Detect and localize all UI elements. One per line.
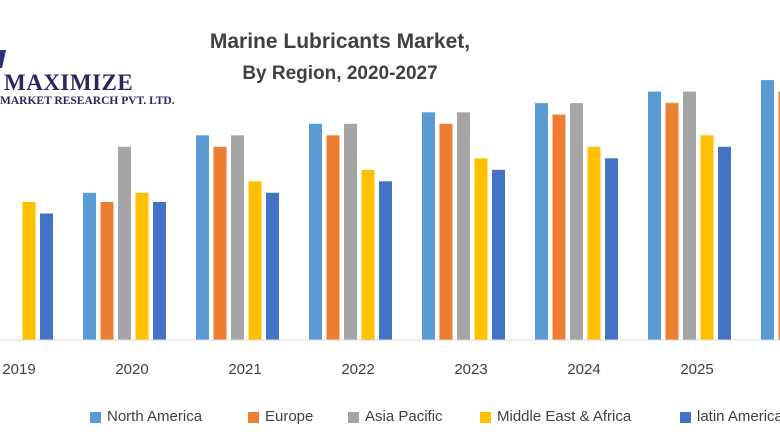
bar-asia-pacific-2025	[683, 91, 696, 340]
bar-asia-pacific-2023	[457, 112, 470, 340]
bar-asia-pacific-2021	[231, 135, 244, 340]
legend-label: North America	[107, 408, 203, 425]
logo-mark-shape	[0, 50, 6, 68]
logo-name: MAXIMIZE	[4, 70, 134, 95]
bar-north-america-2026	[761, 80, 774, 340]
bar-europe-2023	[439, 123, 453, 340]
x-tick-label: 2025	[680, 361, 713, 378]
bar-asia-pacific-2022	[344, 123, 357, 340]
legend-label: Europe	[265, 408, 314, 425]
bar-europe-2022	[326, 135, 340, 340]
bar-latin-america-2025	[718, 146, 731, 340]
bar-europe-2025	[665, 103, 679, 340]
x-tick-label: 2020	[115, 361, 148, 378]
x-tick-label: 2023	[454, 361, 487, 378]
bar-middle-east-africa-2024	[587, 146, 601, 340]
logo-subtitle: MARKET RESEARCH PVT. LTD.	[0, 95, 175, 107]
legend-label: Middle East & Africa	[497, 408, 632, 425]
bars-group	[22, 80, 780, 340]
legend-label: latin America	[697, 408, 780, 425]
legend-swatch	[480, 412, 491, 423]
bar-middle-east-africa-2019	[22, 202, 36, 340]
bar-latin-america-2023	[492, 169, 505, 340]
bar-north-america-2023	[422, 112, 435, 340]
bar-north-america-2021	[196, 135, 209, 340]
bar-latin-america-2021	[266, 192, 279, 340]
x-tick-label: 2021	[228, 361, 261, 378]
chart-subtitle: By Region, 2020-2027	[242, 63, 438, 84]
bar-asia-pacific-2024	[570, 103, 583, 340]
bar-latin-america-2024	[605, 158, 618, 340]
bar-asia-pacific-2020	[118, 146, 131, 340]
bar-north-america-2022	[309, 123, 322, 340]
bar-europe-2024	[552, 114, 566, 340]
bar-middle-east-africa-2021	[248, 181, 262, 340]
legend-swatch	[90, 412, 101, 423]
x-tick-label: 2022	[341, 361, 374, 378]
x-tick-label: 2024	[567, 361, 600, 378]
bar-north-america-2024	[535, 103, 548, 340]
x-axis-ticks: 20192020202120222023202420252026	[2, 361, 713, 378]
bar-europe-2021	[213, 146, 227, 340]
legend-swatch	[680, 412, 691, 423]
x-tick-label: 2019	[2, 361, 35, 378]
chart-title-block: Marine Lubricants Market, By Region, 202…	[150, 26, 530, 90]
bar-middle-east-africa-2020	[135, 192, 149, 340]
legend-swatch	[248, 412, 259, 423]
bar-middle-east-africa-2025	[700, 135, 714, 340]
bar-north-america-2025	[648, 91, 661, 340]
legend-swatch	[348, 412, 359, 423]
bar-latin-america-2022	[379, 181, 392, 340]
company-logo: MAXIMIZE MARKET RESEARCH PVT. LTD.	[0, 50, 175, 112]
bar-europe-2026	[778, 91, 780, 340]
logo-mark-icon	[0, 50, 6, 68]
legend-label: Asia Pacific	[365, 408, 443, 425]
chart-title: Marine Lubricants Market,	[209, 30, 471, 53]
bar-north-america-2020	[83, 192, 96, 340]
bar-europe-2020	[100, 202, 114, 340]
bar-middle-east-africa-2023	[474, 158, 488, 340]
bar-latin-america-2020	[153, 202, 166, 340]
bar-latin-america-2019	[40, 213, 53, 340]
bar-chart: 20192020202120222023202420252026	[0, 80, 780, 378]
bar-middle-east-africa-2022	[361, 169, 375, 340]
